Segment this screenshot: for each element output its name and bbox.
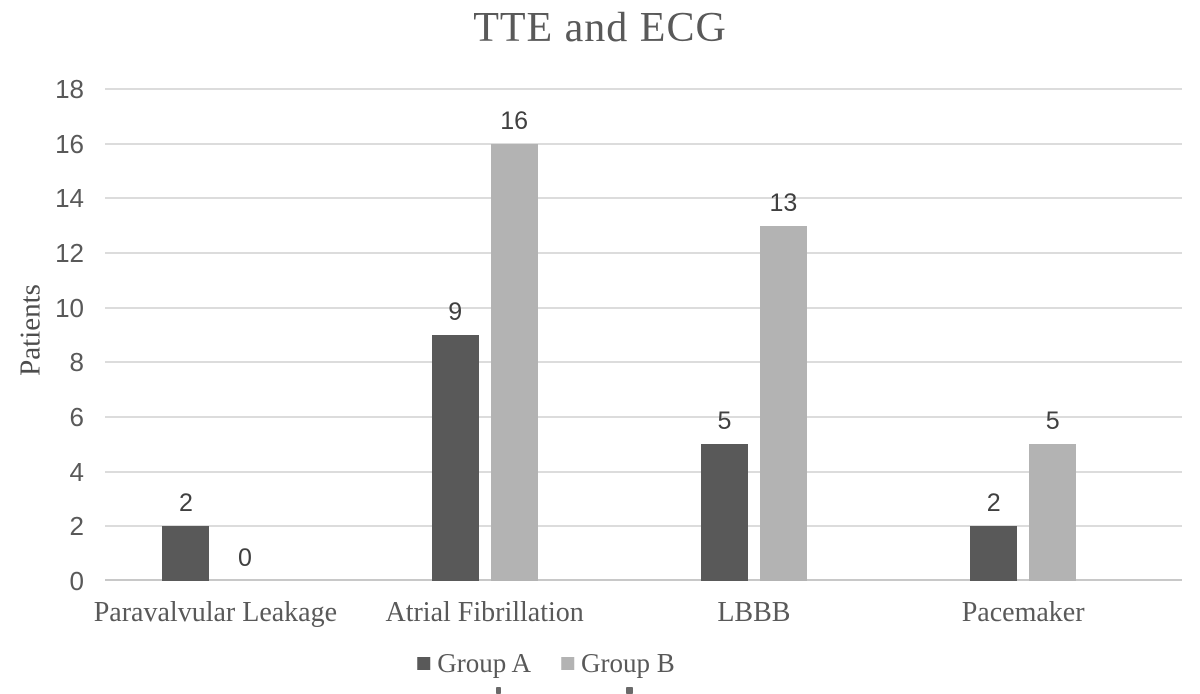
legend-item-group-b: Group B bbox=[561, 650, 675, 677]
data-label: 0 bbox=[237, 544, 252, 572]
data-label: 16 bbox=[500, 107, 529, 135]
y-tick-label: 4 bbox=[69, 456, 84, 487]
bar-group-a: 5 bbox=[700, 409, 748, 581]
bar-group-a: 2 bbox=[162, 491, 210, 581]
legend: Group A Group B bbox=[417, 650, 675, 677]
bar-group-b: 13 bbox=[759, 191, 807, 581]
legend-swatch-group-b bbox=[561, 657, 574, 670]
x-axis-line bbox=[105, 579, 1182, 581]
legend-item-group-a: Group A bbox=[417, 650, 531, 677]
gridline bbox=[105, 197, 1182, 200]
category-group: 5 13 LBBB bbox=[644, 89, 913, 628]
chart-title: TTE and ECG bbox=[473, 5, 727, 51]
category-group: 2 0 Paravalvular Leakage bbox=[94, 89, 374, 629]
data-label: 2 bbox=[986, 489, 1001, 517]
legend-label-group-b: Group B bbox=[581, 648, 675, 678]
gridline bbox=[105, 88, 1182, 90]
bar-pair: 5 13 bbox=[700, 191, 807, 581]
category-label: Pacemaker bbox=[961, 597, 1085, 628]
y-tick-label: 0 bbox=[69, 566, 84, 596]
category-label: Atrial Fibrillation bbox=[385, 597, 584, 628]
data-label: 5 bbox=[1045, 407, 1060, 435]
y-tick-label: 2 bbox=[69, 511, 84, 542]
category-label: LBBB bbox=[717, 597, 791, 628]
legend-swatch-group-a bbox=[417, 657, 431, 670]
bar-pair: 9 16 bbox=[431, 109, 538, 581]
gridline bbox=[105, 525, 1182, 528]
bar-group-a: 2 bbox=[970, 491, 1018, 581]
category-group: 9 16 Atrial Fibrillation bbox=[374, 89, 643, 629]
data-label: 5 bbox=[717, 407, 732, 435]
data-label: 2 bbox=[178, 489, 193, 517]
gridline bbox=[105, 470, 1182, 473]
y-tick-label: 6 bbox=[69, 402, 84, 432]
bar-group-a: 9 bbox=[431, 300, 479, 581]
plot-area: 2 0 Paravalvular Leakage 9 16 Atrial Fibrilla… bbox=[94, 88, 1182, 629]
y-axis-tick-labels: 0 2 4 6 8 10 12 14 16 18 bbox=[0, 76, 84, 594]
gridline bbox=[105, 252, 1182, 254]
data-label: 13 bbox=[769, 189, 798, 217]
gridline bbox=[105, 306, 1182, 309]
gridline bbox=[105, 416, 1182, 418]
category-group: 2 5 Pacemaker bbox=[913, 89, 1182, 629]
y-tick-label: 8 bbox=[69, 347, 84, 378]
y-tick-label: 10 bbox=[55, 292, 84, 323]
gridline bbox=[105, 142, 1182, 145]
legend-label-group-a: Group A bbox=[437, 648, 531, 678]
data-label: 9 bbox=[448, 298, 463, 326]
cropped-text-artifact bbox=[626, 687, 633, 694]
y-tick-label: 16 bbox=[55, 128, 84, 159]
gridline bbox=[105, 361, 1182, 364]
y-tick-label: 12 bbox=[55, 238, 84, 268]
y-tick-label: 14 bbox=[55, 183, 84, 214]
bar-group-b: 5 bbox=[1029, 409, 1077, 581]
bar-group-b: 16 bbox=[490, 109, 538, 581]
y-tick-label: 18 bbox=[55, 74, 84, 104]
category-label: Paravalvular Leakage bbox=[93, 597, 338, 628]
cropped-text-artifact bbox=[496, 687, 501, 694]
